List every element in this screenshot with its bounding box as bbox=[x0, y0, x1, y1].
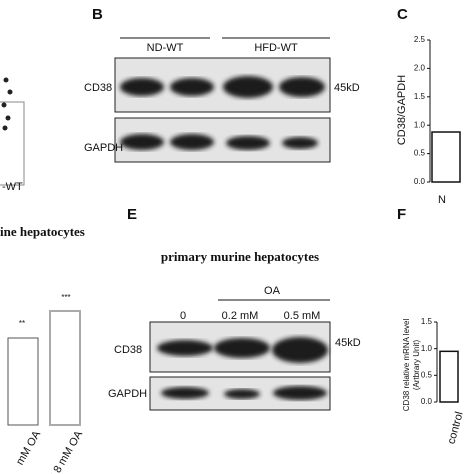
y-tick-label: 0.5 bbox=[414, 149, 426, 158]
y-tick-label: 2.5 bbox=[414, 35, 426, 44]
row-label: GAPDH bbox=[108, 388, 147, 400]
panel-label: F bbox=[397, 206, 406, 223]
y-tick-label: 0.0 bbox=[421, 397, 433, 406]
y-tick-label: 1.0 bbox=[414, 120, 426, 129]
x-label: control bbox=[446, 410, 466, 445]
row-label: GAPDH bbox=[84, 142, 123, 154]
dose: 0 bbox=[180, 310, 186, 322]
bar bbox=[7, 337, 39, 426]
stars: ** bbox=[19, 319, 25, 328]
bands bbox=[120, 134, 318, 150]
stars: *** bbox=[61, 293, 70, 302]
title: primary murine hepatocytes bbox=[161, 249, 319, 264]
panel-label: E bbox=[127, 206, 137, 223]
bar bbox=[431, 131, 461, 183]
size-label: 45kD bbox=[335, 337, 361, 349]
y-unit: (Artbrary Unit) bbox=[412, 340, 421, 391]
x-label: 0.8 mM OA bbox=[47, 428, 86, 474]
y-tick-label: 1.0 bbox=[421, 344, 433, 353]
y-label: CD38 relative mRNA level bbox=[402, 319, 411, 412]
row-label: CD38 bbox=[114, 344, 142, 356]
x-label: N bbox=[438, 194, 446, 206]
panel-label: B bbox=[92, 6, 103, 23]
size-label: 45kD bbox=[334, 82, 360, 94]
x-label: mM OA bbox=[14, 428, 43, 467]
bands bbox=[161, 386, 327, 400]
x-label: -WT bbox=[2, 181, 23, 193]
group-label: HFD-WT bbox=[254, 42, 298, 54]
bar bbox=[439, 350, 459, 403]
bar bbox=[0, 101, 25, 186]
y-tick-label: 2.0 bbox=[414, 64, 426, 73]
treatment: OA bbox=[264, 285, 281, 297]
bands bbox=[120, 76, 325, 98]
group-label: ND-WT bbox=[147, 42, 184, 54]
y-tick-label: 0.5 bbox=[421, 370, 433, 379]
panel-label: C bbox=[397, 6, 408, 23]
row-label: CD38 bbox=[84, 82, 112, 94]
bands bbox=[157, 337, 328, 363]
title: ine hepatocytes bbox=[0, 224, 85, 239]
dose: 0.2 mM bbox=[222, 310, 259, 322]
dose: 0.5 mM bbox=[284, 310, 321, 322]
y-label: CD38/GAPDH bbox=[396, 75, 408, 145]
dots bbox=[1, 77, 13, 131]
bar bbox=[49, 310, 81, 426]
y-tick-label: 0.0 bbox=[414, 177, 426, 186]
y-tick-label: 1.5 bbox=[414, 92, 426, 101]
y-tick-label: 1.5 bbox=[421, 317, 433, 326]
